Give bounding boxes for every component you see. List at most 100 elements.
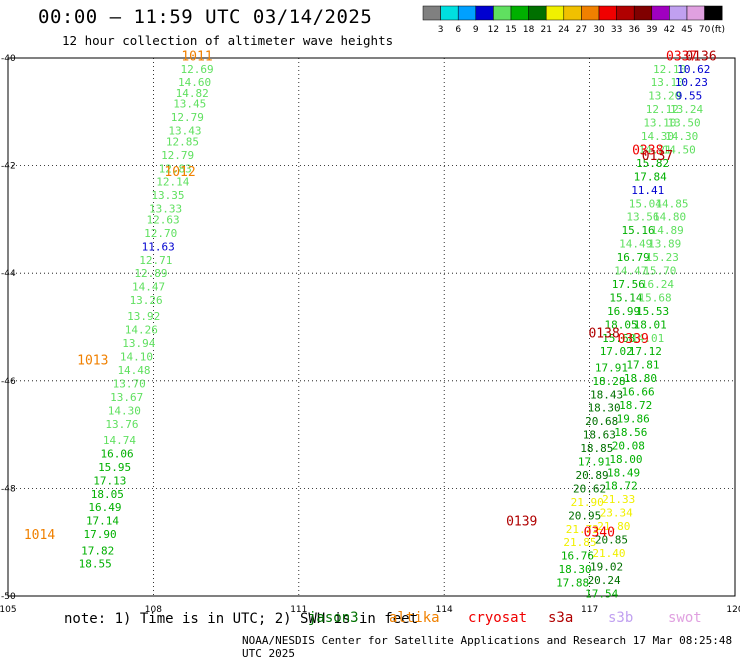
color-scale-legend: 3 6 9 12 15 18 21 24 27 30 33 36 39 42 45 70 (ft) — [422, 5, 725, 35]
wave-height-label: 17.13 — [93, 474, 126, 487]
wave-height-label: 15.14 — [609, 291, 642, 304]
wave-height-label: 13.24 — [670, 103, 703, 116]
wave-height-label: 18.30 — [588, 402, 621, 415]
wave-height-label: 20.68 — [585, 415, 618, 428]
wave-height-label: 18.85 — [580, 442, 613, 455]
wave-height-label: 17.02 — [600, 345, 633, 358]
wave-height-label: 19.02 — [590, 560, 623, 573]
wave-height-label: 18.05 — [91, 488, 124, 501]
wave-height-label: 13.10 — [651, 76, 684, 89]
wave-height-label: 12.89 — [134, 267, 167, 280]
colorbar-tick-label: 39 — [646, 25, 658, 35]
wave-height-label: 15.23 — [646, 251, 679, 264]
wave-height-label: 18.00 — [609, 453, 642, 466]
track-label: 0338 — [632, 143, 663, 158]
wave-height-label: 14.30 — [108, 404, 141, 417]
colorbar-tick-label: 15 — [505, 25, 516, 35]
wave-height-label: 12.79 — [171, 111, 204, 124]
colorbar-tick-label: 33 — [611, 25, 622, 35]
track-label: 1012 — [164, 165, 195, 180]
wave-height-label: 18.80 — [624, 372, 657, 385]
wave-height-label: 13.76 — [105, 418, 138, 431]
wave-height-label: 12.12 — [646, 103, 679, 116]
wave-height-label: 15.53 — [636, 305, 669, 318]
wave-height-label: 21.40 — [592, 547, 625, 560]
wave-height-label: 17.91 — [578, 456, 611, 469]
wave-height-label: 12.79 — [161, 149, 194, 162]
satellite-legend-item: s3b — [608, 610, 634, 626]
wave-height-label: 12.71 — [139, 254, 172, 267]
wave-height-label: 16.66 — [622, 386, 655, 399]
wave-height-label: 15.68 — [638, 291, 671, 304]
colorbar-tick-label: 24 — [558, 25, 570, 35]
wave-height-label: 21.80 — [597, 520, 630, 533]
wave-height-label: 18.30 — [558, 563, 591, 576]
wave-height-label: 21.85 — [563, 536, 596, 549]
wave-height-label: 15.04 — [629, 197, 662, 210]
wave-height-label: 12.63 — [147, 213, 180, 226]
wave-height-label: 20.95 — [568, 509, 601, 522]
track-label: 0139 — [506, 515, 537, 530]
wave-height-label: 18.55 — [79, 558, 112, 571]
wave-height-label: 14.26 — [125, 324, 158, 337]
satellite-legend-item: s3a — [548, 610, 574, 626]
x-tick-label: 114 — [436, 605, 453, 615]
wave-height-label: 16.24 — [641, 278, 674, 291]
wave-height-label: 13.94 — [122, 337, 155, 350]
x-tick-label: 117 — [581, 605, 598, 615]
wave-height-label: 12.83 — [159, 162, 192, 175]
colorbar-tick-label: 36 — [628, 25, 640, 35]
track-label: 0339 — [618, 332, 649, 347]
wave-height-label: 16.49 — [88, 501, 121, 514]
wave-height-label: 14.47 — [614, 265, 647, 278]
x-tick-label: 108 — [145, 605, 162, 615]
wave-height-label: 11.63 — [142, 240, 175, 253]
wave-height-label: 16.79 — [617, 251, 650, 264]
wave-height-label: 17.14 — [86, 515, 119, 528]
wave-height-label: 16.76 — [561, 550, 594, 563]
page-title: 00:00 – 11:59 UTC 03/14/2025 — [38, 6, 373, 28]
colorbar-tick-label: 21 — [540, 25, 551, 35]
wave-height-label: 19.86 — [617, 412, 650, 425]
wave-height-label: 21.73 — [566, 523, 599, 536]
wave-height-label: 14.49 — [619, 238, 652, 251]
page-subtitle: 12 hour collection of altimeter wave hei… — [62, 33, 394, 48]
wave-height-label: 18.43 — [590, 388, 623, 401]
wave-height-label: 17.56 — [612, 278, 645, 291]
wave-height-label: 14.85 — [655, 197, 688, 210]
wave-height-label: 21.33 — [602, 493, 635, 506]
colorbar-swatch — [704, 5, 723, 21]
track-label: 0340 — [584, 525, 615, 540]
wave-height-label: 14.74 — [103, 434, 136, 447]
wave-height-label: 20.85 — [595, 534, 628, 547]
x-tick-label: 120 — [726, 605, 740, 615]
y-tick-label: -50 — [1, 592, 16, 602]
wave-height-label: 18.01 — [634, 318, 667, 331]
wave-height-label: 17.12 — [629, 345, 662, 358]
wave-height-label: 15.70 — [643, 265, 676, 278]
wave-height-label: 15.68 — [602, 332, 635, 345]
plot-frame — [7, 57, 736, 597]
track-label: 1014 — [24, 528, 55, 543]
wave-height-label: 13.70 — [113, 377, 146, 390]
wave-height-label: 18.72 — [605, 480, 638, 493]
wave-height-label: 11.41 — [631, 184, 664, 197]
wave-height-label: 18.72 — [619, 399, 652, 412]
wave-height-label: 12.70 — [144, 227, 177, 240]
wave-height-label: 17.91 — [595, 361, 628, 374]
wave-height-label: 10.23 — [675, 76, 708, 89]
wave-height-label: 16.06 — [100, 447, 133, 460]
wave-height-label: 13.45 — [173, 98, 206, 111]
x-tick-label: 105 — [0, 605, 17, 615]
wave-height-label: 20.24 — [588, 574, 621, 587]
wave-height-label: 14.60 — [178, 76, 211, 89]
wave-height-label: 14.30 — [641, 130, 674, 143]
wave-height-label: 13.50 — [668, 117, 701, 130]
wave-height-label: 13.43 — [168, 125, 201, 138]
wave-height-label: 17.54 — [585, 587, 618, 600]
wave-height-label: 14.21 — [638, 143, 671, 156]
satellite-legend-item: cryosat — [468, 610, 528, 626]
wave-height-label: 12.10 — [653, 63, 686, 76]
colorbar-tick-label: 27 — [576, 25, 587, 35]
